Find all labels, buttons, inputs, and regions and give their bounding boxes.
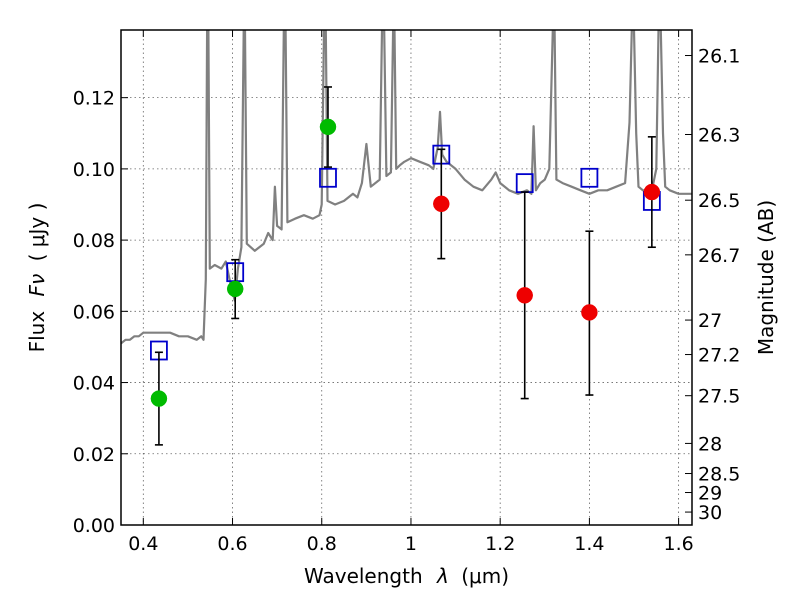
measured-flux-point [433, 195, 450, 213]
right-y-tick-label: 27.2 [698, 345, 740, 367]
measured-flux-point [150, 390, 168, 407]
right-y-axis-label: Magnitude (AB) [754, 200, 778, 355]
measured-flux-point [581, 304, 598, 321]
y-axis-label-symbol: Fν [25, 274, 49, 297]
x-tick-label: 1 [405, 533, 417, 555]
x-tick-label: 1.4 [574, 533, 604, 555]
plot-clip-layer [121, 30, 692, 446]
model-flux-square [515, 173, 534, 194]
y-tick-label: 0.02 [73, 444, 115, 466]
x-axis-label-unit: (μm) [461, 564, 509, 588]
right-y-tick-label: 30 [698, 502, 722, 524]
right-y-tick-label: 27.5 [698, 386, 740, 408]
measured-flux-point [516, 287, 533, 304]
right-y-tick-label: 28 [698, 433, 722, 455]
x-axis-label: Wavelength λ (μm) [304, 564, 509, 588]
right-y-tick-label: 26.1 [698, 46, 740, 68]
x-tick-label: 0.6 [217, 533, 247, 555]
right-y-tick-label: 26.7 [698, 245, 740, 267]
x-axis-label-text: Wavelength [304, 564, 423, 588]
x-tick-label: 1.6 [664, 533, 694, 555]
x-tick-label: 0.4 [128, 533, 158, 555]
y-tick-label: 0.08 [73, 230, 115, 252]
y-tick-label: 0.12 [73, 88, 115, 110]
x-tick-label: 0.8 [307, 533, 337, 555]
measured-flux-point [226, 280, 244, 298]
spectrum-line [121, 30, 692, 345]
right-y-tick-label: 28.5 [698, 464, 740, 486]
x-axis-label-symbol: λ [436, 564, 449, 588]
y-axis-label: Flux Fν ( μJy ) [25, 203, 49, 353]
y-tick-label: 0.06 [73, 301, 115, 323]
y-axis-label-unit: ( μJy ) [25, 203, 49, 262]
x-tick-label: 1.2 [485, 533, 515, 555]
model-flux-square [580, 167, 599, 188]
y-axis-label-text: Flux [25, 311, 49, 353]
model-flux-square [319, 167, 337, 188]
right-y-tick-label: 26.3 [698, 125, 740, 147]
ticks-layer: 0.4 0.6 0.8 1 1.2 1.4 1.6 0.00 0.02 0.04 0.06 0.08 0… [73, 30, 740, 555]
y-tick-label: 0.04 [73, 373, 115, 395]
measured-flux-point [643, 183, 661, 201]
plot-frame [120, 29, 693, 526]
grid-layer [121, 30, 692, 526]
measured-flux-point [319, 118, 337, 136]
y-tick-label: 0.10 [73, 159, 115, 181]
y-tick-label: 0.00 [73, 515, 115, 537]
right-y-tick-label: 29 [698, 483, 722, 505]
right-y-tick-label: 26.5 [698, 190, 740, 212]
right-y-tick-label: 27 [698, 310, 722, 332]
